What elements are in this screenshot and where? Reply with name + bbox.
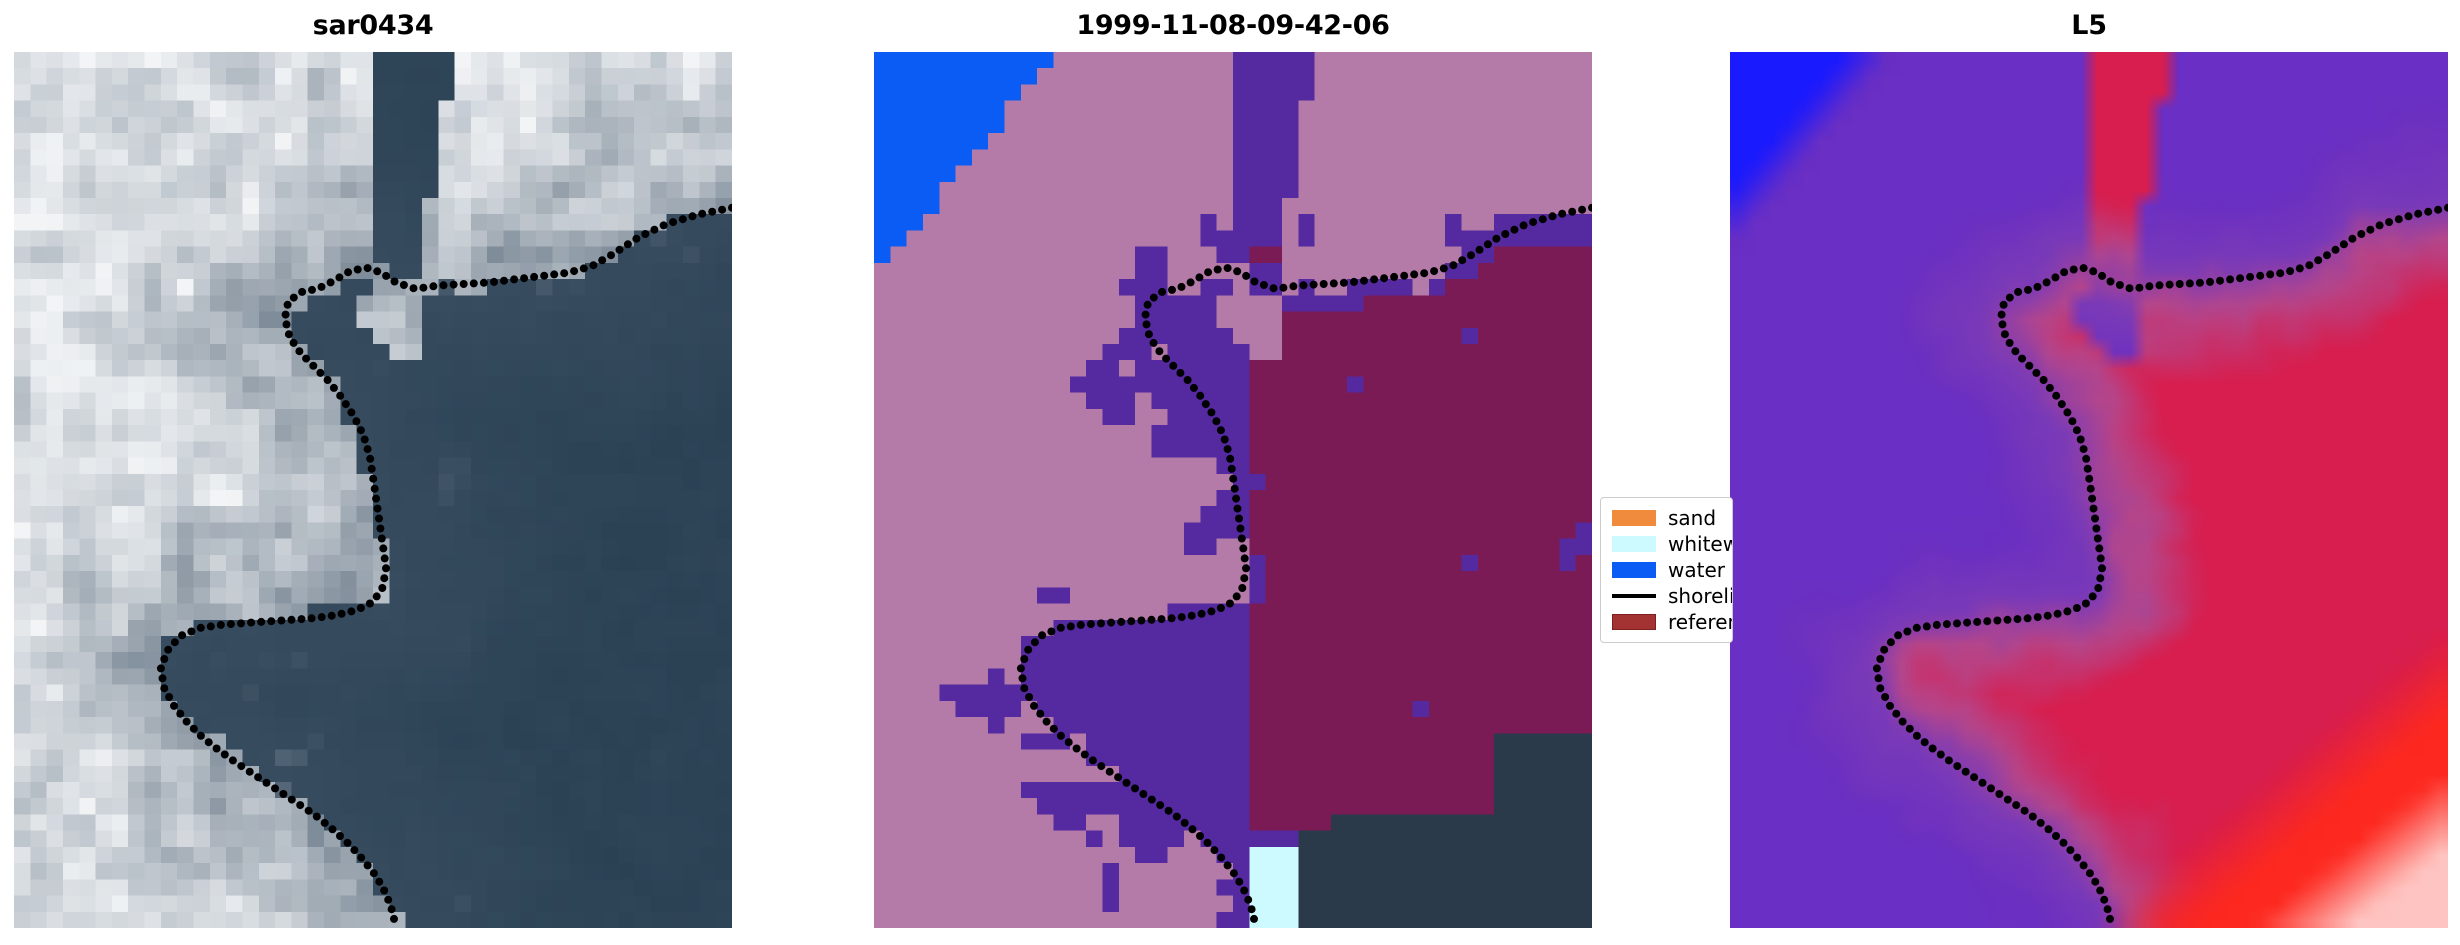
axes-l5 bbox=[1730, 52, 2448, 928]
classification-image bbox=[874, 52, 1592, 928]
legend-label-reference: reference bbox=[1668, 610, 1732, 634]
panel-title-sar: sar0434 bbox=[312, 10, 434, 41]
legend-swatch-shoreline bbox=[1612, 594, 1656, 598]
legend-swatch-sand bbox=[1612, 510, 1656, 526]
legend-item-reference: reference bbox=[1601, 609, 1732, 635]
legend-item-sand: sand bbox=[1601, 505, 1732, 531]
legend-item-water: water bbox=[1601, 557, 1732, 583]
panel-l5: L5 bbox=[1730, 0, 2448, 945]
panel-sar: sar0434 bbox=[14, 0, 732, 945]
l5-image bbox=[1730, 52, 2448, 928]
panel-classification: 1999-11-08-09-42-06 bbox=[874, 0, 1592, 945]
legend-label-shoreline: shoreline bbox=[1668, 584, 1732, 608]
axes-sar bbox=[14, 52, 732, 928]
legend-label-water: water bbox=[1668, 558, 1725, 582]
legend-swatch-reference bbox=[1612, 614, 1656, 630]
panel-title-classification: 1999-11-08-09-42-06 bbox=[1076, 10, 1390, 41]
sar-image bbox=[14, 52, 732, 928]
legend-swatch-whitewater bbox=[1612, 536, 1656, 552]
legend-swatch-water bbox=[1612, 562, 1656, 578]
legend-item-shoreline: shoreline bbox=[1601, 583, 1732, 609]
axes-classification bbox=[874, 52, 1592, 928]
panel-title-l5: L5 bbox=[2071, 10, 2107, 41]
legend-label-sand: sand bbox=[1668, 506, 1717, 530]
